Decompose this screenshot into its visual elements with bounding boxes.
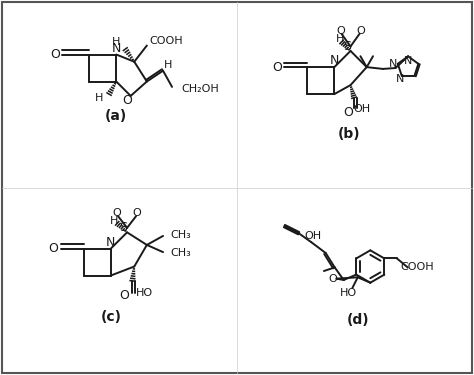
Text: O: O (50, 48, 60, 61)
Text: O: O (113, 208, 121, 218)
Text: HO: HO (340, 288, 357, 298)
Text: H: H (336, 34, 344, 44)
Text: N: N (329, 54, 339, 68)
Text: O: O (336, 26, 345, 36)
Text: H: H (111, 37, 120, 47)
Text: O: O (48, 242, 58, 255)
Text: S: S (119, 221, 128, 234)
Text: (d): (d) (346, 314, 369, 327)
Text: N: N (404, 56, 412, 66)
Text: (b): (b) (337, 127, 360, 141)
Text: H: H (95, 93, 104, 103)
Text: H: H (110, 216, 118, 226)
Text: OH: OH (305, 231, 322, 241)
Text: HO: HO (136, 288, 153, 298)
Text: S: S (343, 40, 351, 53)
Text: H: H (164, 60, 173, 70)
Text: O: O (122, 94, 132, 107)
Text: O: O (133, 208, 141, 218)
Text: N: N (111, 42, 121, 55)
Text: (c): (c) (100, 310, 121, 324)
Text: O: O (272, 61, 282, 74)
Text: N: N (106, 236, 116, 249)
Text: N: N (396, 75, 404, 84)
Text: COOH: COOH (401, 262, 434, 272)
Text: N: N (389, 59, 398, 69)
Text: O: O (328, 274, 337, 284)
Text: CH₃: CH₃ (170, 230, 191, 240)
Text: O: O (343, 106, 353, 118)
Text: COOH: COOH (150, 36, 183, 46)
Text: CH₃: CH₃ (170, 248, 191, 258)
Text: O: O (356, 26, 365, 36)
Text: CH₂OH: CH₂OH (181, 84, 219, 94)
Text: (a): (a) (105, 109, 128, 123)
Text: O: O (119, 289, 129, 302)
Text: OH: OH (354, 104, 371, 114)
